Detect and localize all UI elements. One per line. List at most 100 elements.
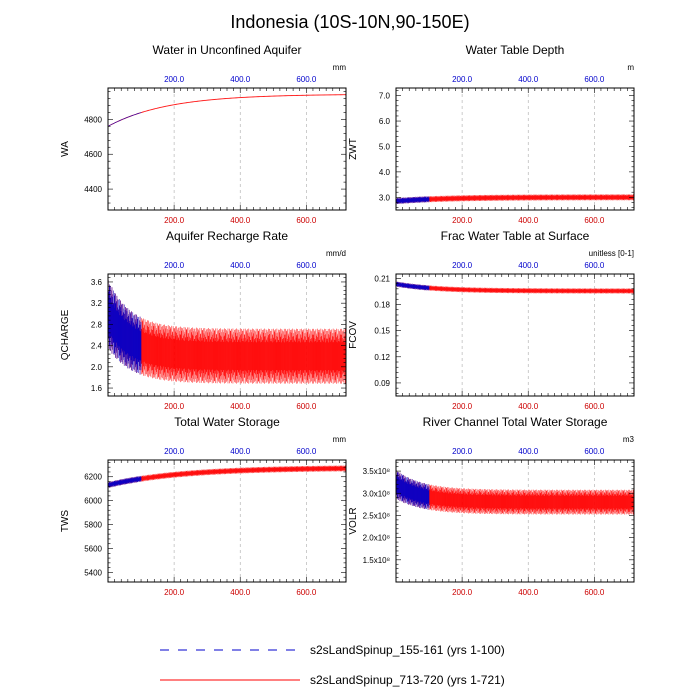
x-tick-label-bottom: 200.0 <box>164 216 185 225</box>
y-tick-label: 0.15 <box>374 327 390 336</box>
y-axis-label: QCHARGE <box>60 309 71 360</box>
y-tick-label: 5.0 <box>379 142 391 151</box>
y-tick-label: 0.21 <box>374 274 390 283</box>
legend: s2sLandSpinup_155-161 (yrs 1-100) s2sLan… <box>160 643 505 687</box>
legend-label-red: s2sLandSpinup_713-720 (yrs 1-721) <box>310 673 505 687</box>
x-tick-label-top: 400.0 <box>518 75 539 84</box>
y-axis-label: FCOV <box>348 321 359 349</box>
y-tick-label: 6200 <box>84 473 102 482</box>
x-tick-label-bottom: 400.0 <box>518 588 539 597</box>
x-tick-label-top: 200.0 <box>452 75 473 84</box>
chart-panel-fcov: Frac Water Table at Surface unitless [0-1… <box>348 229 635 411</box>
y-tick-label: 3.0 <box>379 193 391 202</box>
x-tick-label-bottom: 400.0 <box>518 402 539 411</box>
panel-units: mm <box>333 63 347 72</box>
panel-title: Total Water Storage <box>174 415 280 429</box>
x-tick-label-bottom: 200.0 <box>164 402 185 411</box>
y-axis-label: TWS <box>60 510 71 533</box>
y-tick-label: 5600 <box>84 545 102 554</box>
panel-title: Water in Unconfined Aquifer <box>153 43 302 57</box>
x-tick-label-bottom: 200.0 <box>452 588 473 597</box>
series-red <box>107 465 347 489</box>
y-tick-label: 5800 <box>84 521 102 530</box>
plot-frame <box>395 459 635 583</box>
chart-panel-volr: River Channel Total Water Storage m3 VOLR 2… <box>348 415 635 597</box>
series-red <box>107 280 347 384</box>
x-tick-label-bottom: 200.0 <box>452 216 473 225</box>
x-tick-label-bottom: 200.0 <box>164 588 185 597</box>
y-tick-label: 5400 <box>84 568 102 577</box>
x-tick-label-bottom: 600.0 <box>296 216 317 225</box>
chart-panel-qcharge: Aquifer Recharge Rate mm/d QCHARGE 200.0 200… <box>60 229 347 411</box>
x-tick-label-top: 600.0 <box>296 447 317 456</box>
x-tick-label-top: 200.0 <box>452 447 473 456</box>
x-tick-label-bottom: 400.0 <box>230 588 251 597</box>
y-tick-label: 4400 <box>84 185 102 194</box>
y-axis-label: ZWT <box>348 138 359 160</box>
series-red <box>107 94 347 127</box>
x-tick-label-top: 600.0 <box>584 261 605 270</box>
x-tick-label-top: 200.0 <box>164 447 185 456</box>
y-tick-label: 0.12 <box>374 353 390 362</box>
panel-units: mm/d <box>326 249 346 258</box>
series-red <box>395 281 635 294</box>
y-tick-label: 2.0x10⁸ <box>363 534 390 543</box>
x-tick-label-top: 600.0 <box>584 447 605 456</box>
y-tick-label: 3.2 <box>91 299 103 308</box>
panel-title: Aquifer Recharge Rate <box>166 229 288 243</box>
x-tick-label-top: 400.0 <box>518 261 539 270</box>
panel-units: m3 <box>623 435 635 444</box>
series-red <box>395 194 635 205</box>
panel-title: Water Table Depth <box>466 43 565 57</box>
x-tick-label-top: 600.0 <box>296 261 317 270</box>
y-tick-label: 1.6 <box>91 384 103 393</box>
panel-units: m <box>627 63 634 72</box>
y-tick-label: 3.6 <box>91 278 103 287</box>
x-tick-label-bottom: 400.0 <box>230 402 251 411</box>
y-tick-label: 1.5x10⁸ <box>363 556 390 565</box>
chart-panel-zwt: Water Table Depth m ZWT 200.0 200.0 400.0 400.… <box>348 43 635 225</box>
y-tick-label: 7.0 <box>379 92 391 101</box>
y-tick-label: 4600 <box>84 150 102 159</box>
panel-units: mm <box>333 435 347 444</box>
plot-frame <box>107 87 347 211</box>
chart-panel-tws: Total Water Storage mm TWS 200.0 200.0 400.0 4… <box>60 415 347 597</box>
y-tick-label: 2.5x10⁸ <box>363 511 390 520</box>
series-blue <box>107 280 142 375</box>
plot-frame <box>395 87 635 211</box>
x-tick-label-top: 400.0 <box>518 447 539 456</box>
x-tick-label-bottom: 200.0 <box>452 402 473 411</box>
series-blue <box>395 470 430 510</box>
x-tick-label-top: 600.0 <box>296 75 317 84</box>
x-tick-label-bottom: 400.0 <box>518 216 539 225</box>
series-red <box>395 470 635 515</box>
y-axis-label: VOLR <box>348 507 359 534</box>
y-tick-label: 2.4 <box>91 342 103 351</box>
series-blue <box>107 475 142 489</box>
y-tick-label: 0.18 <box>374 301 390 310</box>
panel-title: Frac Water Table at Surface <box>441 229 590 243</box>
y-tick-label: 4800 <box>84 115 102 124</box>
x-tick-label-bottom: 600.0 <box>584 402 605 411</box>
panel-title: River Channel Total Water Storage <box>423 415 608 429</box>
x-tick-label-top: 200.0 <box>164 261 185 270</box>
y-tick-label: 3.5x10⁸ <box>363 467 390 476</box>
legend-label-blue: s2sLandSpinup_155-161 (yrs 1-100) <box>310 643 505 657</box>
x-tick-label-bottom: 600.0 <box>584 216 605 225</box>
x-tick-label-top: 400.0 <box>230 261 251 270</box>
y-tick-label: 2.0 <box>91 363 103 372</box>
x-tick-label-bottom: 600.0 <box>296 588 317 597</box>
x-tick-label-top: 600.0 <box>584 75 605 84</box>
y-tick-label: 0.09 <box>374 379 390 388</box>
series-blue <box>395 281 430 291</box>
x-tick-label-bottom: 400.0 <box>230 216 251 225</box>
x-tick-label-top: 400.0 <box>230 447 251 456</box>
figure-title: Indonesia (10S-10N,90-150E) <box>230 12 469 32</box>
chart-panel-wa: Water in Unconfined Aquifer mm WA 200.0 200.… <box>60 43 347 225</box>
y-tick-label: 2.8 <box>91 320 103 329</box>
x-tick-label-bottom: 600.0 <box>296 402 317 411</box>
panel-units: unitless [0-1] <box>589 249 634 258</box>
y-tick-label: 3.0x10⁸ <box>363 489 390 498</box>
x-tick-label-top: 200.0 <box>452 261 473 270</box>
